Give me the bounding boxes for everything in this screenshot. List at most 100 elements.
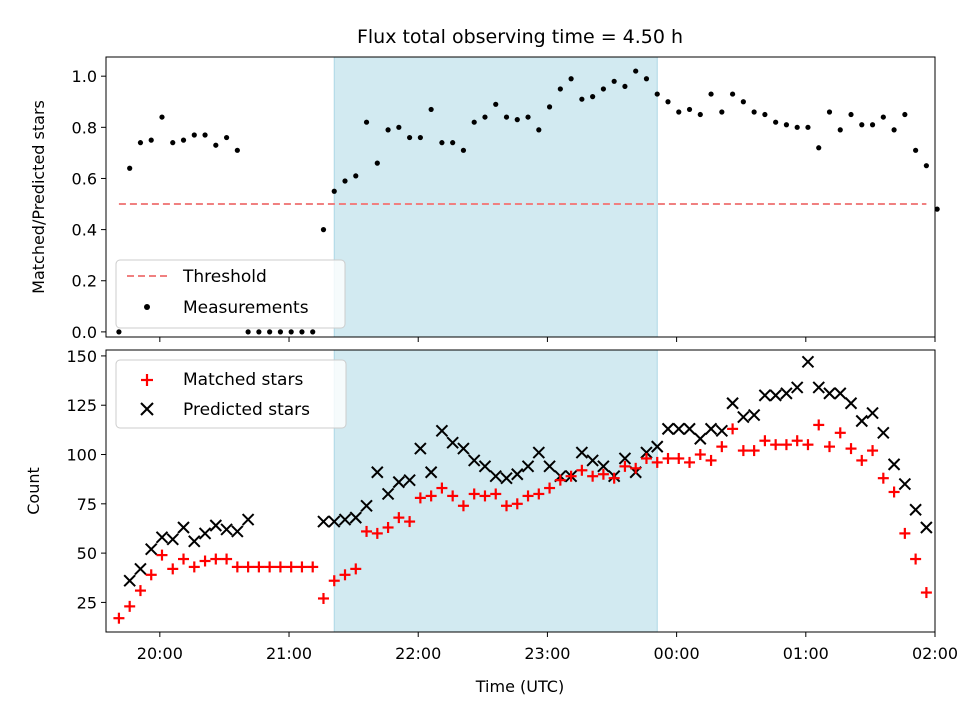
predicted-star-point bbox=[866, 406, 879, 420]
measurement-point bbox=[729, 91, 736, 97]
predicted-star-stroke bbox=[521, 460, 535, 473]
matched-star-point bbox=[651, 456, 663, 468]
predicted-star-stroke bbox=[349, 511, 362, 524]
count-x-tick-label: 00:00 bbox=[654, 644, 700, 663]
measurement-point bbox=[880, 114, 886, 120]
predicted-star-stroke bbox=[177, 521, 190, 534]
count-legend-box bbox=[115, 359, 347, 429]
predicted-star-point bbox=[887, 458, 901, 471]
predicted-star-stroke bbox=[758, 389, 772, 402]
matched-star-point bbox=[910, 553, 922, 565]
matched-star-point bbox=[382, 521, 394, 533]
count-y-tick-label: 25 bbox=[77, 593, 97, 612]
matched-star-point bbox=[544, 482, 556, 494]
matched-star-point bbox=[899, 527, 911, 539]
measurement-point bbox=[245, 329, 251, 335]
predicted-star-point bbox=[145, 542, 158, 556]
matched-star-point bbox=[834, 427, 846, 439]
predicted-star-stroke bbox=[328, 515, 341, 528]
ratio-y-tick-label: 0.8 bbox=[72, 118, 97, 137]
measurement-point bbox=[191, 132, 197, 138]
predicted-star-point bbox=[855, 414, 868, 428]
measurement-point bbox=[493, 101, 499, 107]
ratio-y-tick-label: 1.0 bbox=[72, 67, 97, 86]
predicted-star-point bbox=[371, 466, 384, 479]
predicted-star-stroke bbox=[371, 466, 384, 479]
measurement-point bbox=[816, 145, 822, 151]
predicted-star-stroke bbox=[317, 515, 330, 528]
count-x-tick-label: 02:00 bbox=[912, 644, 958, 663]
predicted-star-point bbox=[823, 387, 836, 400]
predicted-star-point bbox=[672, 422, 685, 436]
matched-star-point bbox=[274, 561, 286, 573]
predicted-star-point bbox=[403, 473, 416, 487]
predicted-star-point bbox=[898, 477, 912, 491]
predicted-star-point bbox=[392, 475, 406, 489]
count-x-tick-label: 20:00 bbox=[137, 644, 183, 663]
predicted-star-stroke bbox=[597, 460, 610, 473]
predicted-star-stroke bbox=[618, 452, 632, 465]
predicted-star-stroke bbox=[145, 542, 158, 556]
matched-star-point bbox=[414, 492, 426, 504]
predicted-star-point bbox=[694, 432, 707, 445]
matched-star-point bbox=[231, 561, 243, 573]
matched-star-point bbox=[328, 575, 340, 587]
measurement-point bbox=[374, 160, 380, 166]
predicted-star-point bbox=[532, 446, 546, 459]
predicted-star-point bbox=[467, 454, 481, 467]
predicted-legend-marker bbox=[140, 402, 154, 416]
predicted-star-stroke bbox=[155, 531, 169, 544]
threshold-legend-label: Threshold bbox=[182, 267, 267, 287]
predicted-star-stroke bbox=[877, 426, 890, 440]
predicted-star-point bbox=[640, 446, 653, 459]
matched-star-point bbox=[285, 561, 297, 573]
predicted-star-point bbox=[683, 422, 696, 436]
matched-star-point bbox=[113, 612, 125, 624]
matched-star-point bbox=[221, 553, 233, 565]
ratio-plot-layer bbox=[116, 68, 940, 335]
predicted-star-point bbox=[446, 436, 459, 449]
predicted-star-point bbox=[177, 521, 190, 534]
matched-star-point bbox=[888, 486, 900, 498]
matched-star-point bbox=[684, 456, 696, 468]
predicted-star-point bbox=[231, 525, 244, 538]
matched-star-point bbox=[780, 439, 792, 451]
measurement-point bbox=[503, 114, 510, 120]
predicted-star-stroke bbox=[920, 521, 933, 534]
predicted-star-stroke bbox=[672, 422, 685, 436]
predicted-star-stroke bbox=[683, 422, 696, 436]
measurement-point bbox=[751, 109, 757, 115]
measurement-point bbox=[353, 173, 359, 179]
ratio-ticks: 0.0 0.2 0.4 0.6 0.8 1.0 bbox=[72, 67, 936, 342]
predicted-star-stroke bbox=[457, 442, 470, 455]
matched-star-point bbox=[640, 452, 652, 464]
matched-star-point bbox=[404, 516, 416, 528]
matched-star-point bbox=[727, 423, 739, 435]
measurement-point bbox=[320, 227, 327, 233]
predicted-star-stroke bbox=[575, 446, 589, 459]
matched-star-point bbox=[124, 600, 136, 612]
measurement-point bbox=[180, 137, 187, 143]
measurement-point bbox=[773, 119, 779, 125]
measurement-point bbox=[148, 137, 154, 143]
predicted-star-point bbox=[801, 355, 815, 369]
predicted-star-point bbox=[747, 408, 761, 422]
measurement-point bbox=[546, 104, 553, 110]
predicted-star-point bbox=[198, 527, 212, 540]
predicted-star-stroke bbox=[747, 408, 761, 422]
count-legend: Matched stars Predicted stars bbox=[115, 359, 347, 429]
ratio-y-tick-label: 0.0 bbox=[72, 323, 97, 342]
predicted-star-point bbox=[209, 519, 223, 532]
matched-star-point bbox=[242, 561, 254, 573]
matched-star-point bbox=[350, 563, 362, 575]
count-y-tick-label: 150 bbox=[66, 347, 97, 366]
matched-star-point bbox=[791, 435, 803, 447]
count-x-tick-label: 21:00 bbox=[266, 644, 312, 663]
matched-star-point bbox=[490, 488, 502, 500]
measurement-point bbox=[686, 106, 693, 113]
predicted-star-point bbox=[769, 389, 782, 402]
measurement-point bbox=[590, 94, 596, 100]
measurement-point bbox=[805, 124, 811, 130]
predicted-star-stroke bbox=[532, 446, 546, 459]
count-axes: 25 50 75 100 125 150 20:00 21:00 22:00 23:00 00:00… bbox=[24, 347, 958, 696]
